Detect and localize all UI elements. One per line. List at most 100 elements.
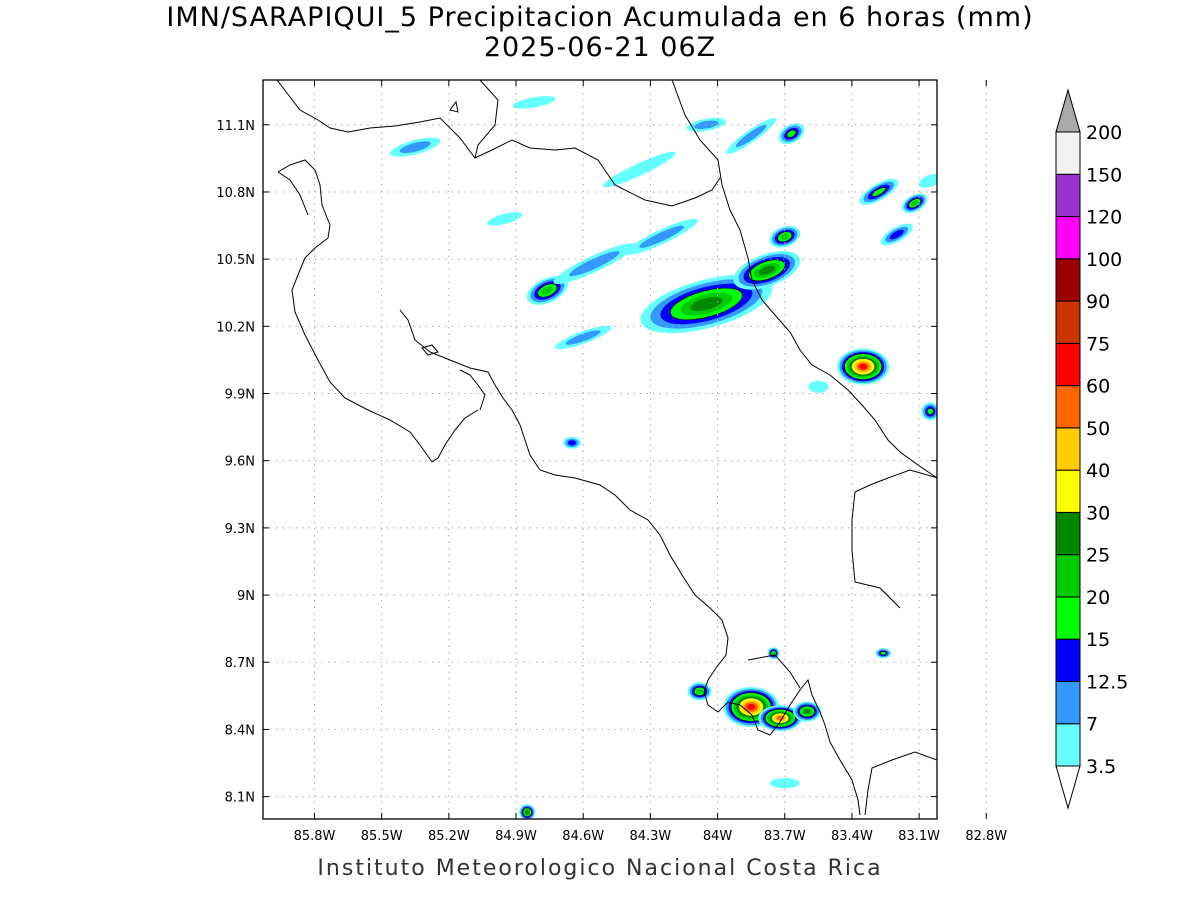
precip-cell <box>554 325 612 350</box>
colorbar-label: 7 <box>1086 714 1098 736</box>
coastline-segment <box>399 309 861 816</box>
precip-contour <box>487 212 523 226</box>
y-tick-label: 8.1N <box>225 791 255 806</box>
precip-contour <box>602 151 676 188</box>
precip-cell <box>553 243 636 284</box>
precip-contour <box>690 296 723 311</box>
precip-contour <box>399 141 431 154</box>
colorbar-swatch <box>1055 680 1081 725</box>
precip-contour <box>958 86 1002 127</box>
axis-ticks: 85.8W 85.5W 85.2W 84.9W 84.6W 84.3W 84W 83.7W 83… <box>216 80 1007 844</box>
precip-cell <box>901 193 928 214</box>
colorbar-label: 12.5 <box>1086 671 1128 693</box>
precip-contour <box>859 363 868 370</box>
precipitation-field <box>390 68 1020 819</box>
precip-cell <box>859 178 899 205</box>
colorbar-under-arrow <box>1055 765 1081 810</box>
coastline-segment <box>851 469 937 609</box>
precip-cell <box>793 701 822 722</box>
precip-contour <box>965 693 980 713</box>
x-tick-label: 85.2W <box>428 829 470 844</box>
y-tick-label: 9.6N <box>225 455 255 470</box>
precip-contour <box>988 396 1006 405</box>
colorbar-label: 60 <box>1086 376 1110 398</box>
colorbar-label: 120 <box>1086 207 1122 229</box>
coastline-segment <box>276 80 721 207</box>
precip-cell <box>526 276 568 305</box>
precip-contour <box>958 726 978 742</box>
colorbar-swatch <box>1055 596 1081 640</box>
precip-contour <box>746 704 756 711</box>
precip-cell <box>837 348 890 385</box>
x-tick-label: 85.8W <box>294 829 336 844</box>
colorbar-swatch <box>1055 173 1081 218</box>
precip-contour <box>956 379 963 386</box>
precip-contour <box>771 651 776 655</box>
precip-cell <box>563 436 582 449</box>
precip-cell <box>519 804 536 819</box>
precip-cell <box>956 724 980 744</box>
map-date: 2025-06-21 06Z <box>483 32 717 63</box>
colorbar-label: 30 <box>1086 502 1110 524</box>
precip-contour <box>967 695 979 710</box>
precip-contour <box>992 397 1003 403</box>
precip-contour <box>967 95 992 118</box>
precip-contour <box>964 691 982 715</box>
colorbar-swatch <box>1055 385 1081 429</box>
colorbar-over-arrow <box>1055 88 1081 133</box>
y-tick-label: 10.2N <box>216 320 255 335</box>
precip-contour <box>568 440 577 446</box>
precip-contour <box>953 82 1006 132</box>
colorbar-label: 3.5 <box>1086 756 1116 778</box>
precip-cell <box>939 68 1020 145</box>
precip-contour <box>808 380 829 393</box>
precip-contour <box>512 96 556 109</box>
precip-cell <box>951 374 967 390</box>
precip-cell <box>733 251 801 290</box>
x-tick-label: 82.8W <box>965 829 1007 844</box>
colorbar-label: 90 <box>1086 291 1110 313</box>
coastline-segment <box>864 751 937 816</box>
precip-cell <box>964 691 982 715</box>
precip-contour <box>957 380 962 385</box>
y-tick-label: 8.4N <box>225 723 255 738</box>
precip-contour <box>970 699 975 706</box>
x-tick-label: 84W <box>703 829 733 844</box>
coastline <box>276 80 937 816</box>
colorbar-label: 25 <box>1086 545 1110 567</box>
y-tick-label: 9.3N <box>225 522 255 537</box>
colorbar-label: 40 <box>1086 460 1110 482</box>
precip-contour <box>965 731 972 737</box>
precip-contour <box>525 810 530 815</box>
coastline-segment <box>474 80 499 159</box>
colorbar-label: 75 <box>1086 333 1110 355</box>
x-tick-label: 83.4W <box>831 829 873 844</box>
precip-contour <box>953 376 966 389</box>
colorbar-label: 15 <box>1086 629 1110 651</box>
precip-contour <box>956 724 980 744</box>
precip-contour <box>889 229 904 240</box>
colorbar-swatch <box>1055 131 1081 175</box>
precip-contour <box>569 251 620 277</box>
precip-contour <box>910 200 919 206</box>
precip-cell <box>512 96 556 109</box>
precip-contour <box>963 91 997 123</box>
precip-contour <box>954 377 964 387</box>
precip-contour <box>758 265 775 276</box>
colorbar-label: 100 <box>1086 249 1122 271</box>
colorbar-swatch <box>1055 511 1081 556</box>
precip-cell <box>625 218 698 255</box>
colorbar: 3.5 7 12.5 15 20 25 30 40 50 60 75 90 100 120 150 200 <box>1055 88 1128 810</box>
precip-contour <box>639 225 684 248</box>
precip-contour <box>880 651 887 656</box>
precip-cell <box>640 274 773 334</box>
precip-contour <box>961 727 976 740</box>
precip-contour <box>963 729 974 738</box>
map-title: IMN/SARAPIQUI_5 Precipitacion Acumulada … <box>166 2 1034 33</box>
coastline-segment <box>449 100 459 113</box>
colorbar-swatch <box>1055 723 1081 767</box>
precip-cell <box>808 380 829 393</box>
x-tick-label: 84.6W <box>562 829 604 844</box>
precip-contour <box>541 286 554 295</box>
